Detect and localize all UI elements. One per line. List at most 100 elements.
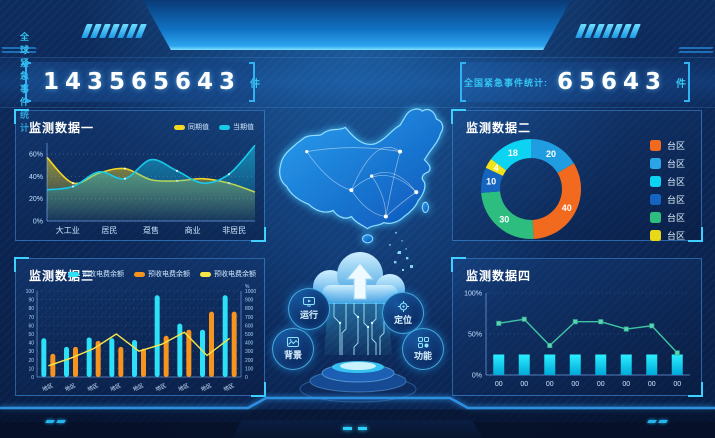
svg-text:大工业: 大工业 [56,225,80,235]
legend-item[interactable]: 当期值 [219,122,254,132]
legend-swatch [134,271,145,277]
locate-badge[interactable]: 定位 [382,292,424,334]
legend-item[interactable]: 预收电费余额 [134,269,190,279]
legend-label: 台区 [666,213,685,223]
header-stripes-right [575,24,641,38]
legend-label: 预收电费余额 [148,271,190,278]
svg-text:00: 00 [622,381,630,388]
svg-text:100%: 100% [464,291,482,298]
svg-text:0%: 0% [33,219,43,226]
legend-item[interactable]: 台区 [649,139,685,152]
svg-text:商业: 商业 [185,225,201,235]
legend-label: 台区 [666,159,685,169]
svg-text:60: 60 [28,323,34,329]
svg-text:00: 00 [546,381,554,388]
svg-text:00: 00 [597,381,605,388]
up-arrow-icon [345,262,375,300]
svg-text:0: 0 [31,375,34,381]
national-events-counter: 全国紧急事件统计: 65643 件 [460,62,690,102]
legend-label: 台区 [666,177,685,187]
background-badge[interactable]: 背景 [272,328,314,370]
city-dots [305,149,419,219]
legend-swatch [649,230,661,241]
network-arcs [306,146,417,217]
legend-label: 预收电费余额 [214,271,256,278]
svg-text:100: 100 [245,366,254,372]
svg-text:70: 70 [28,315,34,321]
locate-icon [397,300,409,312]
legend-label: 同期值 [188,124,209,131]
china-map [279,108,444,254]
svg-text:1000: 1000 [245,289,256,295]
locate-badge-label: 定位 [393,314,412,325]
svg-text:40%: 40% [29,174,43,181]
svg-text:40: 40 [562,203,572,213]
svg-text:30: 30 [28,349,34,355]
donut-chart: 20 40 30 10 4 18 [481,139,581,239]
svg-text:800: 800 [245,306,254,312]
legend-item[interactable]: 台区 [649,175,685,188]
area-chart-legend: 同期值 当期值 [174,122,254,132]
global-events-unit: 件 [250,78,261,90]
svg-text:400: 400 [245,341,254,347]
svg-text:18: 18 [508,148,518,158]
legend-label: 台区 [666,231,685,241]
svg-text:20: 20 [546,149,556,159]
legend-item[interactable]: 台区 [649,157,685,170]
svg-text:非居民: 非居民 [222,225,246,235]
legend-item[interactable]: 台区 [649,229,685,242]
bar-line-chart: 0 0 10 100 20 200 30 300 40 400 50 500 60 600 70 700 80 8… [26,284,257,393]
legend-swatch [649,176,661,187]
legend-swatch [649,140,661,151]
svg-text:700: 700 [245,315,254,321]
svg-text:20%: 20% [29,196,43,203]
national-events-unit: 件 [676,78,687,90]
panel2-title: 监测数据二 [466,121,532,135]
panel-monitor-data-2: 监测数据二 20 40 30 10 4 18 台区 台区 台区 台区 台区 台区 [451,109,703,242]
header-trapezoid [143,0,571,50]
legend-item[interactable]: 同期值 [174,122,209,132]
legend-item[interactable]: 台区 [649,211,685,224]
legend-label: 当期值 [233,124,254,131]
legend-swatch [200,271,211,277]
spark-dots [394,251,413,271]
legend-item[interactable]: 台区 [649,193,685,206]
function-badge[interactable]: 功能 [402,328,444,370]
bar-chart-legend: 预收电费余额 预收电费余额 预收电费余额 [68,269,256,279]
svg-text:%: % [245,284,250,290]
pedestal-graphic [299,361,417,403]
legend-label: 台区 [666,141,685,151]
function-badge-label: 功能 [413,350,432,361]
national-events-label: 全国紧急事件统计: [463,77,548,88]
background-badge-label: 背景 [283,350,302,360]
svg-text:200: 200 [245,358,254,364]
apps-icon [417,336,429,348]
svg-text:0: 0 [245,375,248,381]
svg-text:0%: 0% [472,373,482,380]
footer-dashes [343,427,367,430]
svg-text:趸售: 趸售 [143,225,159,235]
svg-text:100: 100 [26,289,35,295]
svg-text:60%: 60% [29,152,43,159]
national-events-value: 65643 [556,69,668,95]
china-outline [279,108,444,230]
svg-text:00: 00 [520,381,528,388]
hainan-island [362,234,374,244]
run-badge[interactable]: 运行 [288,288,330,330]
line-bar-chart: 0% 50% 100% 00 00 00 00 00 00 00 00 [464,291,690,388]
cloud-icon [313,252,405,304]
legend-swatch [68,271,79,277]
svg-text:00: 00 [648,381,656,388]
legend-item[interactable]: 预收电费余额 [200,269,256,279]
svg-text:50%: 50% [468,332,482,339]
svg-text:600: 600 [245,323,254,329]
header-corner-right [678,47,714,53]
svg-text:10: 10 [28,366,34,372]
global-events-counter: 全球紧急事件统计: 143565643 件 [20,32,260,133]
legend-swatch [219,124,230,130]
monitor-icon [303,297,315,307]
donut-legend: 台区 台区 台区 台区 台区 台区 [649,139,685,242]
legend-item[interactable]: 预收电费余额 [68,269,124,279]
area-chart: 0% 20% 40% 60% 大工业 居民 趸售 商业 非居民 [29,143,256,235]
legend-label: 台区 [666,195,685,205]
